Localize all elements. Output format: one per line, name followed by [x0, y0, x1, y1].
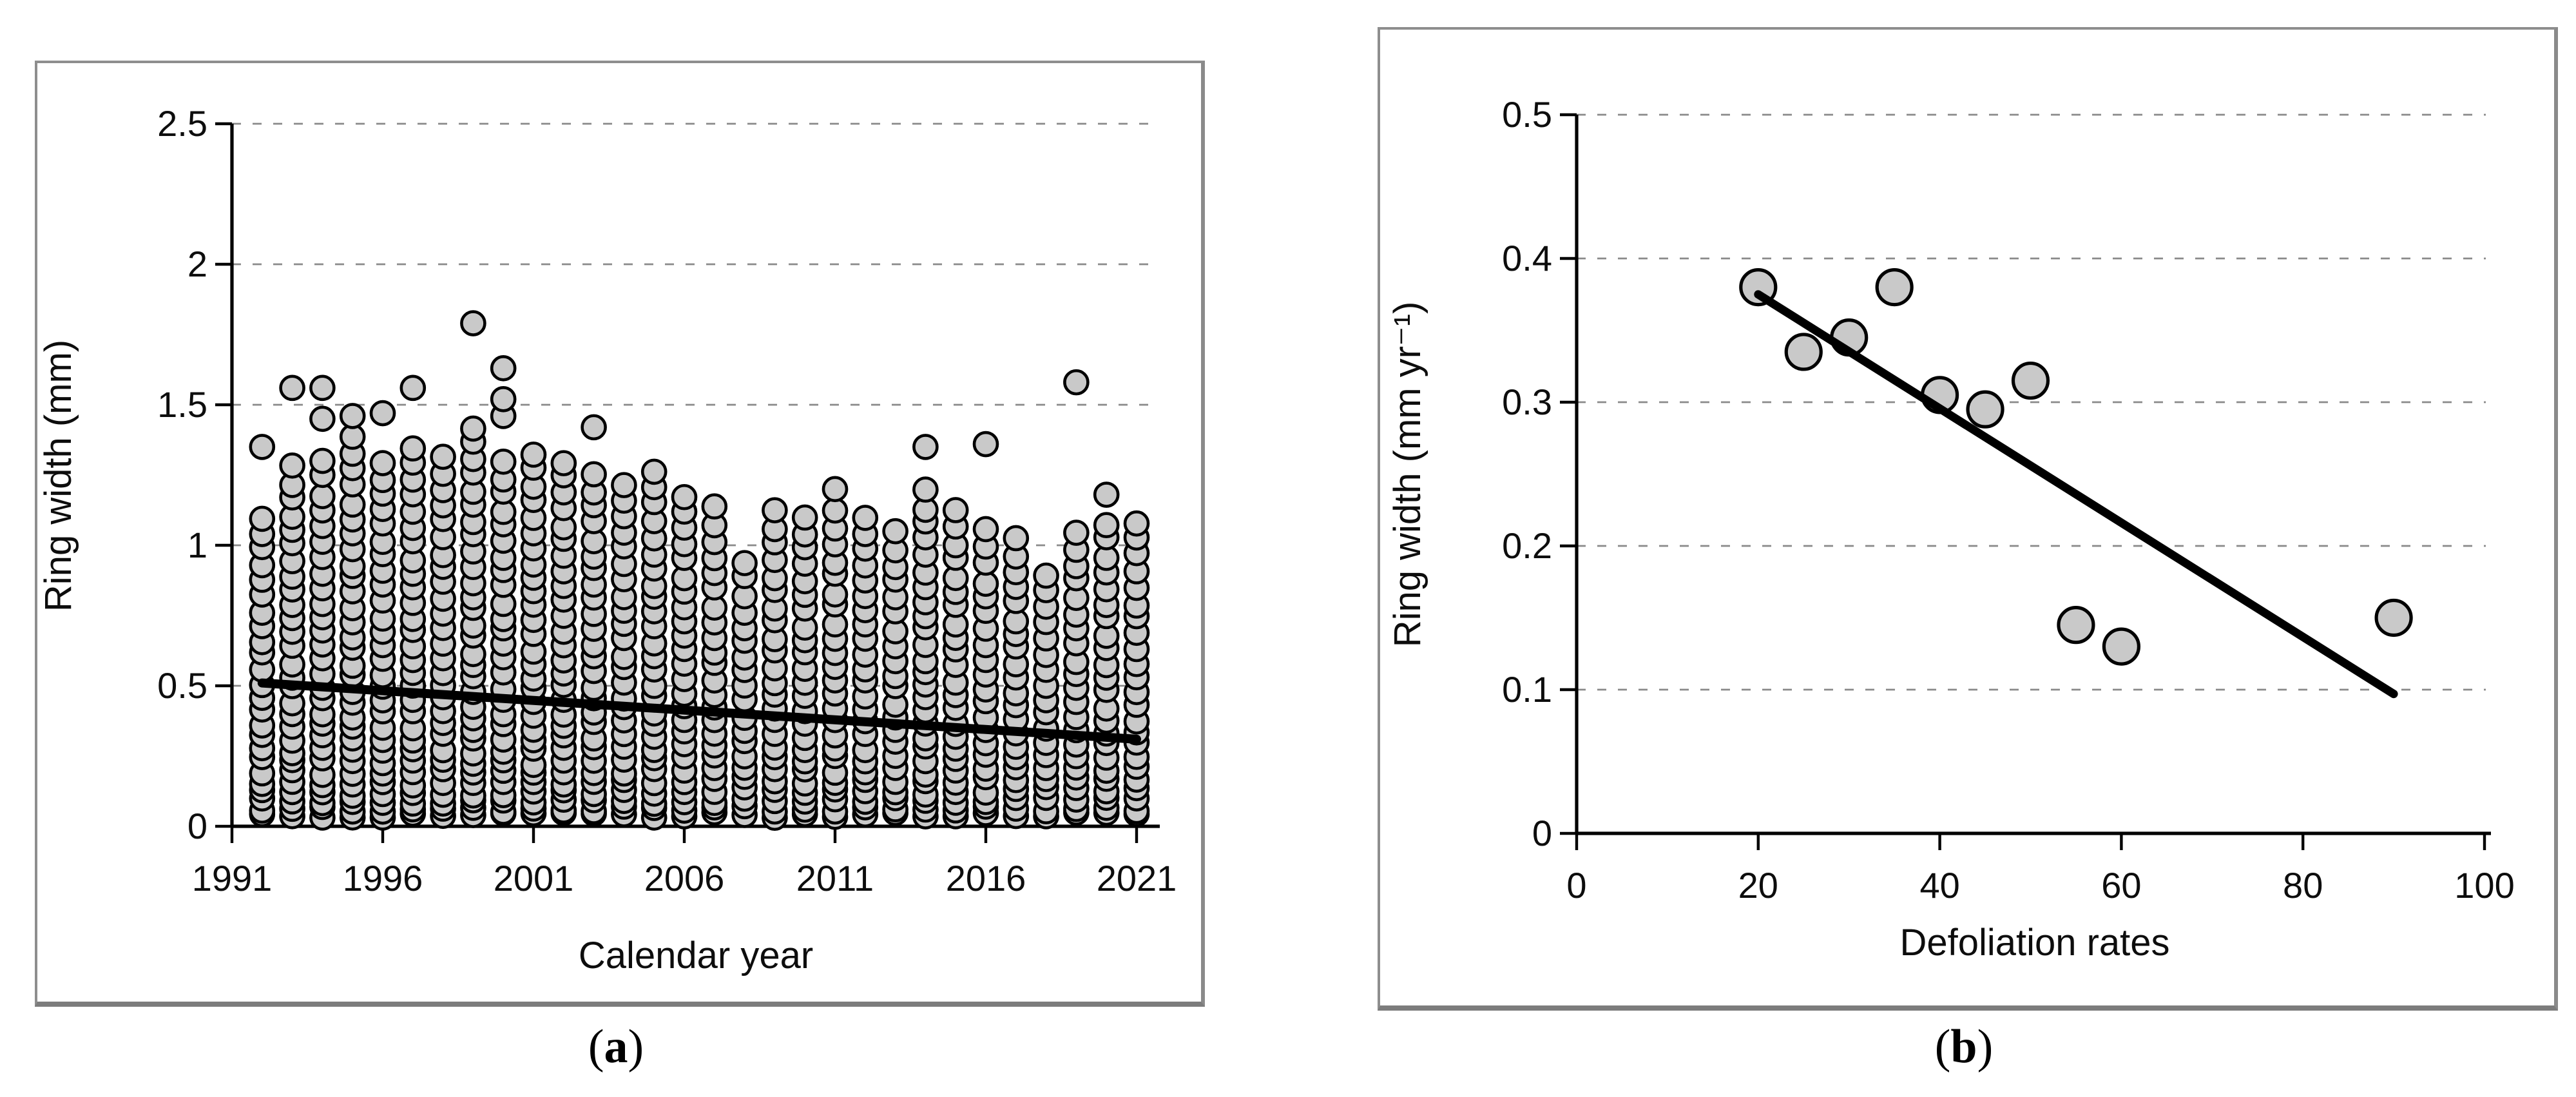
- svg-text:0.4: 0.4: [1502, 238, 1552, 278]
- panel-a-chart: 0 0.5 1 1.5 2 2.5 1991 1996 2001 2006 2011 2016 2021…: [37, 103, 1177, 976]
- svg-text:Ring width (mm): Ring width (mm): [37, 340, 79, 612]
- svg-text:2006: 2006: [644, 858, 725, 898]
- svg-text:2021: 2021: [1097, 858, 1177, 898]
- caption-b-close: ): [1977, 1021, 1994, 1074]
- svg-text:2: 2: [187, 244, 207, 284]
- caption-b-letter: b: [1950, 1021, 1977, 1074]
- svg-text:40: 40: [1919, 865, 1959, 906]
- svg-text:Defoliation rates: Defoliation rates: [1899, 922, 2169, 964]
- svg-text:0: 0: [1566, 865, 1586, 906]
- svg-text:Calendar year: Calendar year: [579, 935, 813, 976]
- svg-text:1.5: 1.5: [157, 384, 207, 425]
- caption-b: (b): [1822, 1020, 2106, 1075]
- caption-a-letter: a: [604, 1021, 628, 1074]
- svg-text:2016: 2016: [946, 858, 1026, 898]
- svg-text:80: 80: [2283, 865, 2323, 906]
- svg-text:100: 100: [2454, 865, 2514, 906]
- svg-text:20: 20: [1738, 865, 1778, 906]
- svg-text:2.5: 2.5: [157, 103, 207, 144]
- svg-text:0.2: 0.2: [1502, 525, 1552, 566]
- svg-text:60: 60: [2101, 865, 2141, 906]
- svg-text:2001: 2001: [494, 858, 574, 898]
- caption-a-open: (: [588, 1021, 604, 1074]
- svg-text:1991: 1991: [192, 858, 273, 898]
- svg-text:0.3: 0.3: [1502, 382, 1552, 422]
- caption-b-open: (: [1934, 1021, 1951, 1074]
- svg-text:1: 1: [187, 525, 207, 565]
- svg-text:0.1: 0.1: [1502, 669, 1552, 710]
- panel-b-chart: 0 0.1 0.2 0.3 0.4 0.5 0 20 40 60 80 100 Defoliation …: [1387, 94, 2515, 964]
- svg-text:0.5: 0.5: [1502, 94, 1552, 135]
- panel-a: 0 0.5 1 1.5 2 2.5 1991 1996 2001 2006 2011 2016 2021…: [35, 61, 1205, 1007]
- svg-text:0: 0: [1532, 813, 1552, 853]
- caption-a-close: ): [628, 1021, 644, 1074]
- svg-text:0: 0: [187, 806, 207, 846]
- svg-text:Ring width (mm yr⁻¹): Ring width (mm yr⁻¹): [1387, 302, 1428, 648]
- panel-b: 0 0.1 0.2 0.3 0.4 0.5 0 20 40 60 80 100 Defoliation …: [1378, 27, 2558, 1011]
- svg-text:1996: 1996: [343, 858, 423, 898]
- svg-text:2011: 2011: [796, 858, 874, 898]
- svg-text:0.5: 0.5: [157, 665, 207, 706]
- caption-a: (a): [474, 1020, 758, 1075]
